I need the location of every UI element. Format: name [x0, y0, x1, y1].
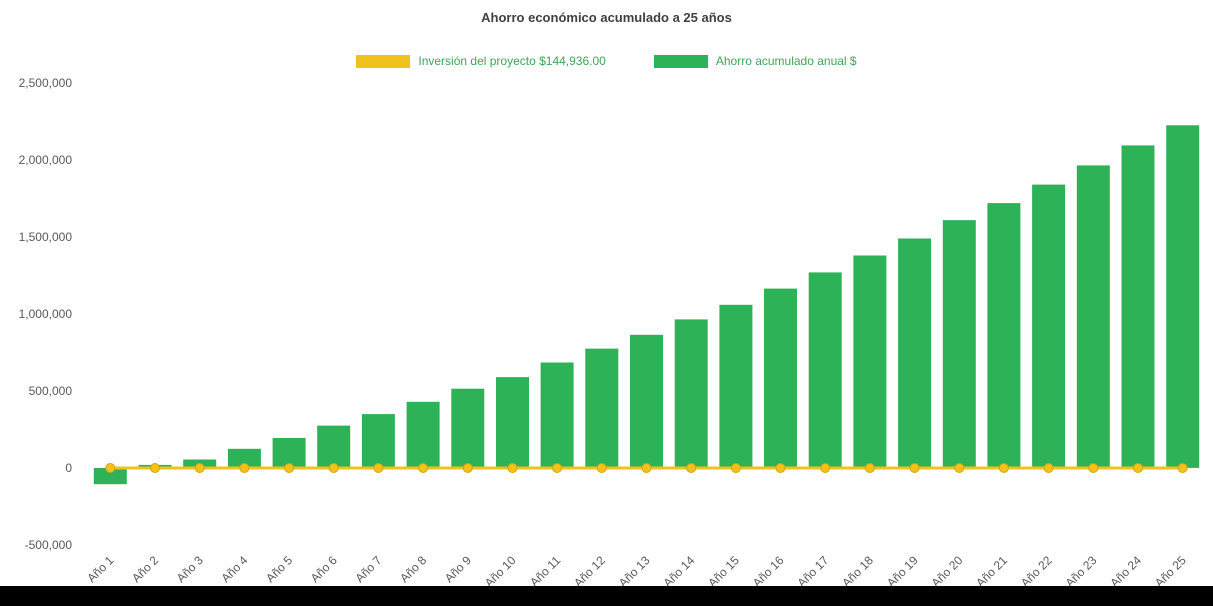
bar — [719, 304, 753, 468]
investment-line-marker — [328, 463, 339, 473]
bar — [853, 255, 887, 468]
x-axis-tick-label: Año 3 — [174, 553, 206, 585]
investment-line-marker — [730, 463, 741, 473]
x-axis-tick-label: Año 14 — [661, 553, 698, 590]
bar — [942, 220, 976, 468]
bar — [987, 203, 1021, 468]
investment-line-marker — [596, 463, 607, 473]
bar — [630, 334, 663, 468]
x-axis-tick-label: Año 8 — [397, 553, 429, 585]
y-axis-tick-label: -500,000 — [25, 538, 73, 552]
legend-swatch-savings — [653, 54, 708, 68]
x-axis-tick-label: Año 15 — [705, 553, 742, 590]
y-axis-tick-label: 1,500,000 — [19, 230, 73, 244]
bar — [1032, 184, 1066, 468]
x-axis-tick-label: Año 19 — [884, 553, 921, 590]
y-axis-tick-label: 500,000 — [29, 384, 73, 398]
x-axis-tick-label: Año 16 — [750, 553, 787, 590]
y-axis-tick-label: 1,000,000 — [19, 307, 73, 321]
investment-line-marker — [552, 463, 563, 473]
investment-line-marker — [775, 463, 786, 473]
x-axis-tick-label: Año 12 — [571, 553, 608, 590]
y-axis-tick-label: 2,500,000 — [19, 76, 73, 90]
x-axis-tick-label: Año 23 — [1063, 553, 1100, 590]
investment-line-marker — [909, 463, 920, 473]
investment-line-marker — [462, 463, 473, 473]
y-axis-tick-label: 0 — [65, 461, 72, 475]
y-axis-tick-label: 2,000,000 — [19, 153, 73, 167]
bar — [1076, 165, 1110, 468]
bar — [451, 388, 485, 468]
x-axis-tick-label: Año 20 — [929, 553, 966, 590]
bar — [674, 319, 708, 468]
investment-line-marker — [864, 463, 875, 473]
bar — [227, 448, 261, 469]
legend: Inversión del proyecto $144,936.00 Ahorr… — [0, 54, 1213, 68]
investment-line-marker — [418, 463, 429, 473]
investment-line-marker — [507, 463, 518, 473]
investment-line-marker — [1088, 463, 1099, 473]
x-axis-tick-label: Año 7 — [352, 553, 384, 585]
x-axis-tick-label: Año 21 — [973, 553, 1010, 590]
x-axis-tick-label: Año 11 — [527, 553, 563, 589]
bar — [808, 272, 842, 468]
x-axis-tick-label: Año 2 — [129, 553, 161, 585]
investment-line-marker — [239, 463, 250, 473]
investment-line-marker — [150, 463, 160, 473]
x-axis-tick-label: Año 18 — [839, 553, 876, 590]
x-axis-tick-label: Año 10 — [482, 553, 519, 590]
bar — [764, 288, 797, 468]
legend-label-investment: Inversión del proyecto $144,936.00 — [418, 54, 606, 68]
bar — [585, 348, 619, 468]
investment-line-marker — [998, 463, 1009, 473]
x-axis-tick-label: Año 24 — [1107, 553, 1144, 590]
bar — [93, 468, 127, 485]
legend-label-savings: Ahorro acumulado anual $ — [715, 54, 857, 68]
investment-line-marker — [194, 463, 205, 473]
investment-line-marker — [284, 463, 295, 473]
bar — [898, 238, 932, 468]
bar — [317, 425, 351, 468]
legend-swatch-investment — [356, 54, 411, 68]
investment-line-marker — [641, 463, 652, 473]
x-axis-tick-label: Año 6 — [308, 553, 340, 585]
bar — [540, 362, 574, 468]
bar — [361, 414, 395, 468]
bar — [406, 401, 440, 468]
bar — [1121, 145, 1155, 468]
bottom-black-strip — [0, 586, 1213, 606]
x-axis-tick-label: Año 1 — [84, 553, 116, 585]
investment-line-marker — [105, 463, 116, 473]
investment-line-marker — [954, 463, 965, 473]
x-axis-tick-label: Año 9 — [442, 553, 474, 585]
x-axis-tick-label: Año 4 — [218, 553, 250, 585]
investment-line-marker — [820, 463, 831, 473]
x-axis-tick-label: Año 5 — [263, 553, 295, 585]
bar — [496, 377, 529, 468]
investment-line-marker — [1043, 463, 1054, 473]
investment-line-marker — [686, 463, 697, 473]
investment-line-marker — [1133, 463, 1143, 473]
x-axis-tick-label: Año 13 — [616, 553, 653, 590]
investment-line-marker — [373, 463, 384, 473]
legend-item-investment[interactable]: Inversión del proyecto $144,936.00 — [356, 54, 606, 68]
x-axis-tick-label: Año 17 — [795, 553, 832, 590]
x-axis-tick-label: Año 22 — [1018, 553, 1055, 590]
bar — [1166, 125, 1200, 468]
chart-title: Ahorro económico acumulado a 25 años — [481, 10, 732, 25]
x-axis-tick-label: Año 25 — [1152, 553, 1189, 590]
investment-line-marker — [1177, 463, 1188, 473]
legend-item-savings[interactable]: Ahorro acumulado anual $ — [653, 54, 857, 68]
